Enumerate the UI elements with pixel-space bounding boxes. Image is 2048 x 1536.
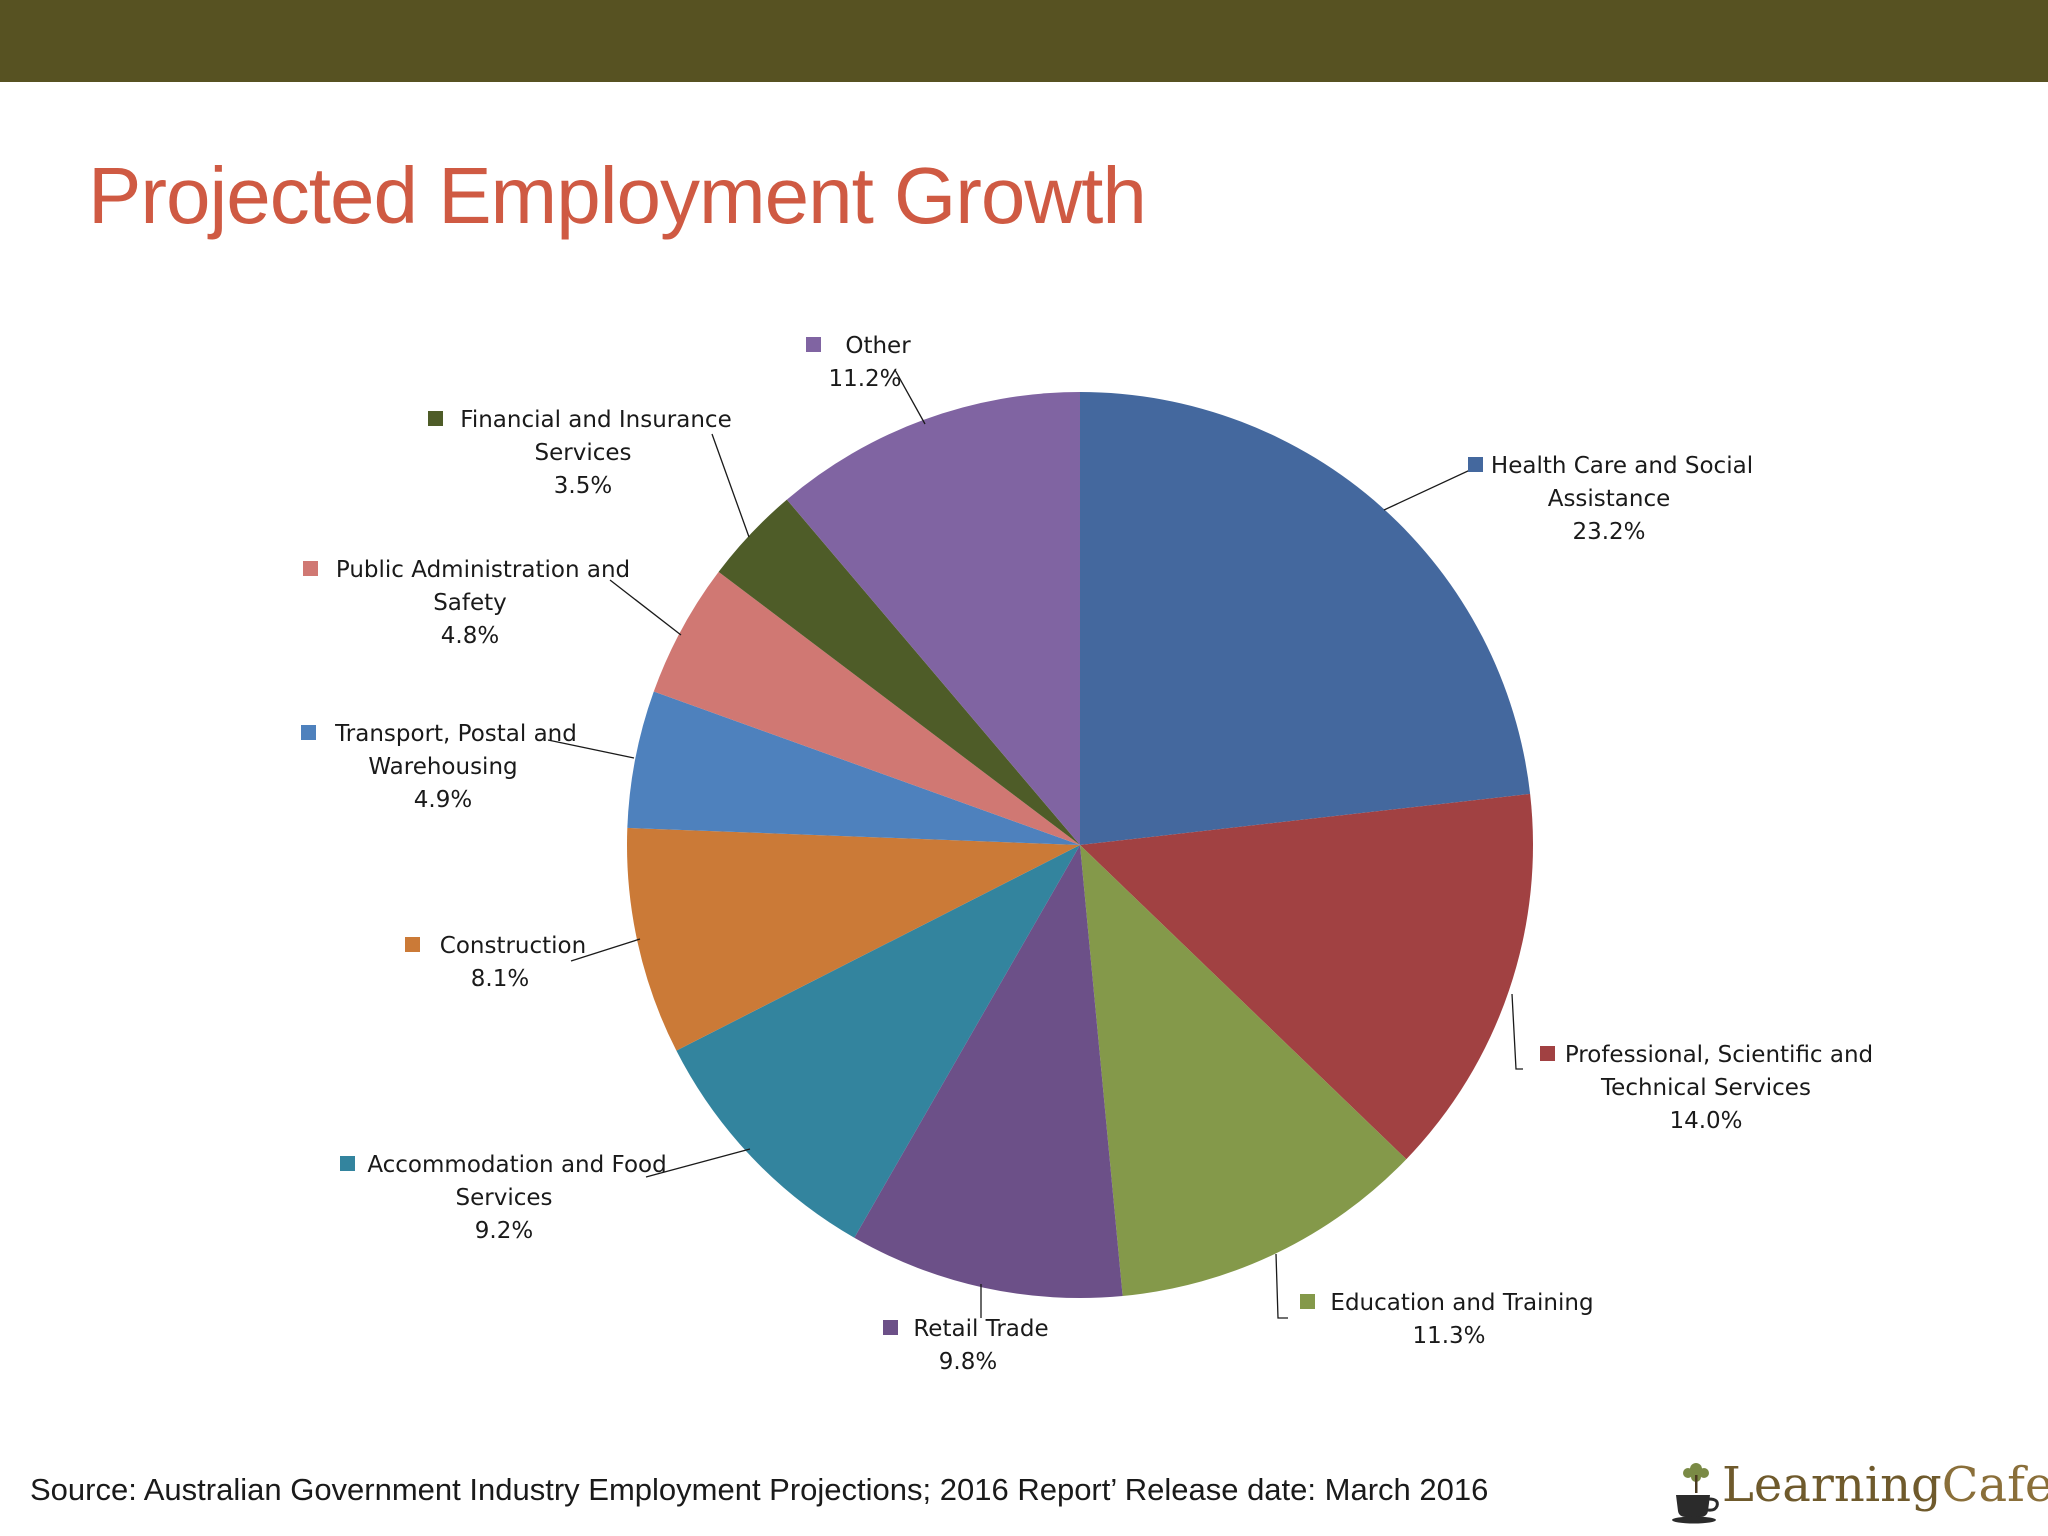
label-marker-financial-and-insurance-services	[428, 411, 443, 426]
pie-slice-construction	[626, 827, 1080, 1051]
data-label-value-education-and-training: 11.3%	[1412, 1323, 1485, 1349]
leader-line-transport-postal-and-warehousing	[547, 739, 635, 759]
leader-line-financial-and-insurance-services	[711, 433, 750, 538]
logo-wordmark: LearningCafe	[1722, 1457, 2048, 1513]
data-label-category-health-care-and-social-assistance: Assistance	[1548, 486, 1671, 512]
data-label-category-public-administration-and-safety: Public Administration and	[336, 557, 630, 583]
data-label-category-accommodation-and-food-services: Services	[456, 1185, 553, 1211]
top-banner	[0, 0, 2048, 82]
label-marker-public-administration-and-safety	[303, 561, 318, 576]
pie-slice-public-administration-and-safety	[653, 571, 1080, 845]
data-label-category-construction: Construction	[440, 933, 586, 959]
data-label-value-accommodation-and-food-services: 9.2%	[475, 1218, 533, 1244]
data-label-value-transport-postal-and-warehousing: 4.9%	[414, 787, 472, 813]
data-label-value-health-care-and-social-assistance: 23.2%	[1572, 519, 1645, 545]
label-marker-retail-trade	[883, 1320, 898, 1335]
pie-slice-accommodation-and-food-services	[676, 845, 1080, 1238]
data-label-value-other: 11.2%	[828, 366, 901, 392]
data-label-category-transport-postal-and-warehousing: Warehousing	[368, 754, 517, 780]
data-label-value-public-administration-and-safety: 4.8%	[441, 623, 499, 649]
data-label-category-transport-postal-and-warehousing: Transport, Postal and	[334, 721, 577, 747]
pie-slice-health-care-and-social-assistance	[1080, 392, 1531, 845]
logo-text-learning: Learning	[1722, 1457, 1942, 1513]
data-label-value-construction: 8.1%	[471, 966, 529, 992]
data-label-category-retail-trade: Retail Trade	[913, 1316, 1048, 1342]
data-label-category-education-and-training: Education and Training	[1330, 1290, 1593, 1316]
data-label-category-health-care-and-social-assistance: Health Care and Social	[1491, 453, 1753, 479]
source-citation: Source: Australian Government Industry E…	[30, 1472, 1489, 1507]
label-marker-other	[806, 337, 821, 352]
label-marker-education-and-training	[1300, 1294, 1315, 1309]
pie-slice-transport-postal-and-warehousing	[627, 691, 1080, 845]
label-marker-construction	[405, 937, 420, 952]
coffee-cup-tree-icon	[1672, 1463, 1719, 1524]
pie-slice-education-and-training	[1080, 845, 1407, 1296]
leader-line-professional-scientific-and-technical-services	[1511, 993, 1523, 1070]
data-label-value-financial-and-insurance-services: 3.5%	[554, 473, 612, 499]
data-label-value-professional-scientific-and-technical-services: 14.0%	[1669, 1108, 1742, 1134]
data-label-value-retail-trade: 9.8%	[939, 1349, 997, 1375]
data-labels: Health Care and Social Assistance 23.2% Pro…	[301, 333, 1873, 1375]
leader-line-health-care-and-social-assistance	[1383, 469, 1481, 511]
pie-slices	[626, 392, 1534, 1298]
label-marker-professional-scientific-and-technical-services	[1540, 1046, 1555, 1061]
data-label-category-financial-and-insurance-services: Services	[535, 440, 632, 466]
leader-line-accommodation-and-food-services	[645, 1148, 751, 1178]
leader-line-other	[894, 369, 926, 425]
data-label-category-public-administration-and-safety: Safety	[433, 590, 507, 616]
leader-line-education-and-training	[1275, 1253, 1288, 1319]
label-marker-transport-postal-and-warehousing	[301, 725, 316, 740]
data-label-category-professional-scientific-and-technical-services: Professional, Scientific and	[1565, 1042, 1873, 1068]
leader-line-public-administration-and-safety	[609, 579, 682, 636]
leader-line-construction	[570, 938, 641, 962]
learningcafe-logo: LearningCafe	[1670, 1455, 2048, 1525]
label-marker-health-care-and-social-assistance	[1468, 457, 1483, 472]
label-marker-accommodation-and-food-services	[340, 1156, 355, 1171]
pie-slice-professional-scientific-and-technical-services	[1080, 793, 1534, 1160]
pie-slice-retail-trade	[854, 845, 1123, 1298]
slide-title: Projected Employment Growth	[88, 151, 1147, 240]
data-label-category-professional-scientific-and-technical-services: Technical Services	[1600, 1075, 1811, 1101]
logo-text-cafe: Cafe	[1941, 1457, 2048, 1513]
data-label-category-accommodation-and-food-services: Accommodation and Food	[367, 1152, 666, 1178]
data-label-category-financial-and-insurance-services: Financial and Insurance	[460, 407, 731, 433]
data-label-category-other: Other	[845, 333, 911, 359]
pie-slice-financial-and-insurance-services	[718, 499, 1080, 845]
pie-slice-other	[786, 392, 1080, 845]
